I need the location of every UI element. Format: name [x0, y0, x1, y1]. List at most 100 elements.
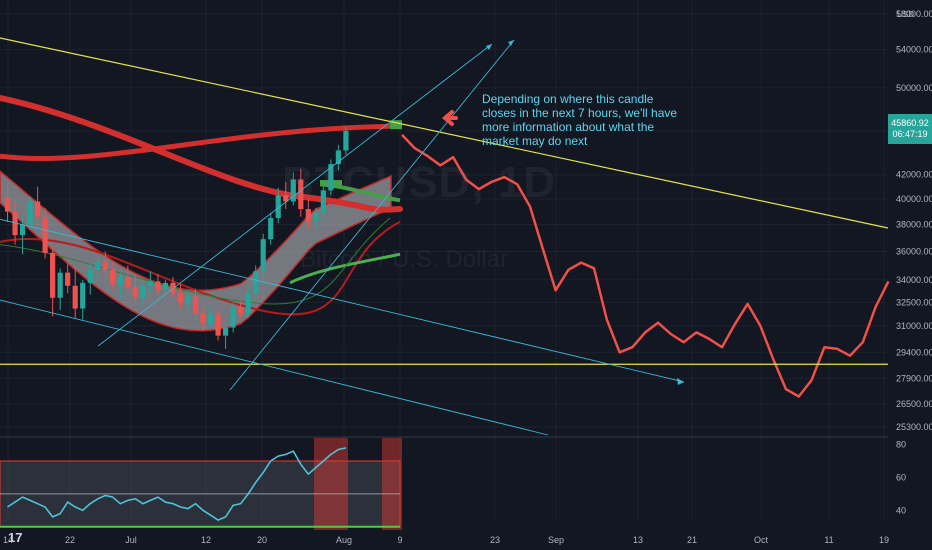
candle-body [117, 276, 123, 285]
oscillator-tick-label: 60 [896, 472, 906, 482]
candle-body [238, 306, 244, 314]
candle-down [192, 288, 199, 320]
candle-countdown: 06:47:19 [892, 129, 928, 139]
candle-up [95, 255, 101, 279]
candle-up [57, 268, 63, 311]
candle-body [155, 281, 161, 291]
candle-up [245, 287, 251, 318]
candle-body [320, 190, 326, 213]
candle-body [57, 272, 63, 298]
candle-down [155, 274, 161, 295]
candle-down [102, 251, 108, 276]
candle-body [223, 327, 229, 336]
time-tick-label: Jul [125, 535, 137, 545]
price-tick-label: 40000.00 [896, 194, 932, 204]
price-tick-label: 25300.00 [896, 422, 932, 432]
price-tick-label: 29400.00 [896, 347, 932, 357]
channel-lower [0, 299, 549, 436]
candle-up [207, 308, 214, 328]
arrow-head-1 [486, 44, 492, 50]
candle-down [298, 168, 304, 217]
time-tick-label: Sep [548, 535, 564, 545]
candle-up [19, 218, 26, 255]
drawing-lines[interactable] [0, 37, 889, 436]
candle-body [177, 293, 184, 303]
ascending-channel-bottom [229, 39, 515, 391]
candle-down [305, 198, 311, 229]
projection-path [401, 134, 890, 398]
sma-green-1 [289, 252, 401, 285]
candle-down [200, 306, 206, 331]
candle-body [95, 261, 101, 270]
price-tick-label: 50000.00 [896, 83, 932, 93]
candle-down [283, 181, 289, 210]
time-tick-label: Aug [336, 535, 352, 545]
candle-body [4, 197, 11, 212]
candle-down [4, 183, 11, 222]
candle-body [283, 195, 289, 202]
watermark-name: Bitcoin / U.S. Dollar [300, 246, 509, 273]
candle-up [87, 264, 93, 295]
price-projection-line [401, 134, 890, 398]
candle-down [50, 245, 56, 317]
time-tick-label: 14 [3, 535, 13, 545]
time-axis[interactable]: 14 22 Jul 12 20 Aug 9 23 Sep 13 21 Oct 11 19 [3, 535, 889, 545]
candle-body [200, 313, 206, 323]
price-tick-label: 34000.00 [896, 275, 932, 285]
candle-up [185, 290, 191, 312]
candle-down [110, 262, 116, 289]
candle-body [12, 211, 18, 236]
time-tick-label: 9 [397, 535, 402, 545]
tradingview-logo[interactable]: 17 [8, 530, 23, 545]
candle-body [35, 201, 41, 217]
candle-body [80, 282, 86, 309]
candle-up [313, 207, 319, 230]
last-price-tag: 45860.92 06:47:19 [888, 114, 932, 144]
time-tick-label: 20 [257, 535, 267, 545]
oscillator-tick-label: 80 [896, 440, 906, 450]
descending-trendline [0, 37, 889, 229]
candlestick-series [4, 127, 349, 349]
candle-body [65, 272, 71, 286]
candle-up [328, 159, 334, 196]
oscillator-line [7, 447, 347, 522]
arrow-head-2 [508, 40, 514, 46]
annotation-text[interactable]: Depending on where this candle closes in… [482, 92, 678, 148]
candle-down [42, 207, 48, 259]
candle-up [147, 271, 153, 292]
annotation-arrow-icon [441, 110, 458, 126]
candle-down [177, 284, 184, 309]
candle-down [125, 265, 131, 292]
price-axis[interactable]: 58000.00 54000.00 50000.00 42000.00 40000.00… [896, 9, 932, 515]
candle-body [72, 285, 78, 309]
candle-body [328, 164, 334, 191]
candle-body [87, 269, 93, 283]
candle-body [343, 130, 349, 151]
candle-body [215, 314, 221, 336]
candle-up [117, 272, 123, 298]
candle-body [27, 201, 33, 225]
time-tick-label: 19 [879, 535, 889, 545]
candle-body [125, 276, 131, 288]
time-tick-label: 21 [687, 535, 697, 545]
candle-body [230, 306, 236, 328]
ascending-channel-top [97, 43, 493, 347]
candle-up [290, 172, 296, 206]
grid-lines [0, 0, 888, 520]
price-tick-label: 32500.00 [896, 297, 932, 307]
candle-up [230, 302, 236, 333]
overbought-zone-2 [382, 438, 402, 530]
time-tick-label: Oct [754, 535, 769, 545]
overbought-zone-1 [314, 438, 348, 530]
price-tick-label: 58000.00 [896, 9, 932, 19]
price-tick-label: 54000.00 [896, 45, 932, 55]
candle-body [275, 195, 281, 219]
last-price-value: 45860.92 [891, 118, 929, 128]
candle-up [268, 212, 274, 245]
candle-body [19, 224, 26, 236]
candle-up [253, 265, 259, 298]
candle-body [42, 216, 48, 253]
time-tick-label: 13 [633, 535, 643, 545]
candle-up [275, 187, 281, 224]
